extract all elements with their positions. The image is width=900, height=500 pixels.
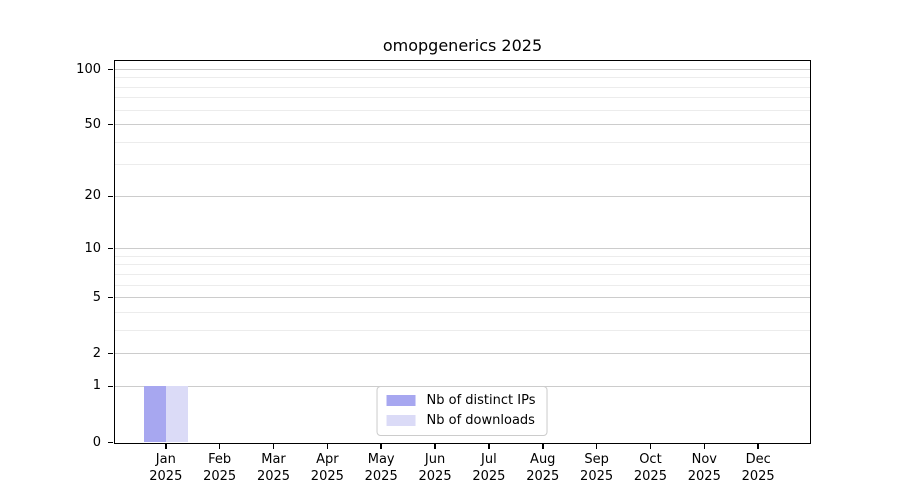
x-tick-apr [326,444,329,449]
major-gridline-100 [114,69,810,70]
x-tick-label-mar: Mar 2025 [256,451,291,485]
minor-gridline-6 [114,284,810,286]
x-tick-label-feb: Feb 2025 [203,451,237,485]
x-tick-label-nov: Nov 2025 [687,451,721,485]
y-tick-1 [108,385,113,388]
x-tick-label-sep: Sep 2025 [580,451,614,485]
x-tick-jun [434,444,436,449]
x-tick-label-oct: Oct 2025 [633,451,667,485]
x-tick-sep [595,444,598,449]
bar-jan-nb-of-downloads [165,386,188,443]
x-tick-may [380,444,382,449]
legend-row-1: Nb of downloads [386,412,536,428]
x-tick-jan [165,444,167,449]
minor-gridline-40 [114,141,810,143]
major-gridline-2 [114,353,810,355]
major-gridline-20 [114,195,810,197]
minor-gridline-7 [114,273,810,275]
y-tick-label-50: 50 [84,116,101,132]
x-tick-mar [272,444,275,449]
legend-label-1: Nb of downloads [426,412,535,428]
legend-row-0: Nb of distinct IPs [386,392,536,408]
legend-swatch-1 [386,415,416,426]
major-gridline-50 [114,124,810,126]
y-tick-label-10: 10 [84,240,101,256]
minor-gridline-80 [114,86,810,88]
x-tick-nov [703,444,706,449]
chart-title: omopgenerics 2025 [382,36,543,55]
x-tick-label-jan: Jan 2025 [149,451,183,485]
minor-gridline-70 [114,97,810,99]
minor-gridline-90 [114,77,810,79]
minor-gridline-30 [114,164,810,166]
x-tick-label-jul: Jul 2025 [472,451,506,485]
plot-area: 0 1 2 5 10 20 50 100 Jan 2025 Feb 2025 Mar 2025 Apr… [76,59,811,484]
y-tick-20 [108,195,113,198]
y-tick-5 [108,296,113,299]
y-tick-label-100: 100 [76,61,101,77]
y-tick-label-20: 20 [84,188,101,204]
x-tick-jul [488,444,490,449]
minor-gridline-3 [114,329,810,331]
x-tick-label-dec: Dec 2025 [741,451,775,485]
y-tick-label-1: 1 [92,378,101,394]
x-tick-dec [757,444,759,449]
minor-gridline-8 [114,264,810,266]
y-tick-10 [108,247,113,250]
legend: Nb of distinct IPs Nb of downloads [376,385,548,436]
x-tick-feb [218,444,221,449]
y-tick-2 [108,352,113,355]
x-tick-label-may: May 2025 [364,451,398,485]
legend-label-0: Nb of distinct IPs [426,392,536,408]
major-gridline-10 [114,248,810,250]
x-tick-label-apr: Apr 2025 [310,451,344,485]
y-tick-label-5: 5 [92,289,101,305]
minor-gridline-4 [114,311,810,313]
y-tick-label-0: 0 [92,434,101,450]
minor-gridline-60 [114,109,810,111]
minor-gridline-9 [114,255,810,257]
y-tick-100 [108,68,113,71]
x-tick-oct [649,444,652,449]
legend-swatch-0 [386,395,416,406]
y-tick-0 [108,441,113,444]
x-tick-label-aug: Aug 2025 [526,451,560,485]
bar-jan-nb-of-distinct-ips [144,386,166,443]
major-gridline-5 [114,297,810,299]
x-tick-label-jun: Jun 2025 [418,451,452,485]
x-tick-aug [542,444,544,449]
y-tick-label-2: 2 [92,345,101,361]
y-tick-50 [108,123,113,126]
